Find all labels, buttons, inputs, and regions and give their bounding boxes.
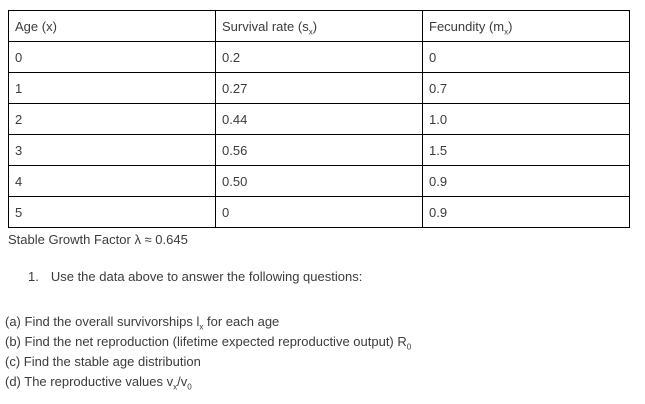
table-body: 0 0.2 0 1 0.27 0.7 2 0.44 1.0 3 0.56 1.5 4 0.50 0.9 5 0 0…: [8, 41, 630, 228]
question-text: Use the data above to answer the followi…: [50, 269, 363, 284]
column-header-survival-rate: Survival rate (sx): [215, 10, 423, 42]
text-run: Survival rate (s: [222, 18, 309, 34]
cell-survival-rate: 0.56: [215, 134, 423, 166]
cell-age: 3: [8, 134, 216, 166]
cell-survival-rate: 0.44: [215, 103, 423, 135]
subscript: 0: [187, 382, 192, 392]
cell-fecundity: 0.9: [422, 196, 630, 228]
subquestion: (a) Find the overall survivorships lx fo…: [5, 312, 645, 332]
cell-fecundity: 0.7: [422, 72, 630, 104]
cell-age: 5: [8, 196, 216, 228]
table-row: 3 0.56 1.5: [8, 134, 630, 166]
subscript: 0: [406, 342, 412, 352]
table-head: Age (x) Survival rate (sx) Fecundity (mx): [8, 10, 630, 42]
column-header-fecundity: Fecundity (mx): [422, 10, 630, 42]
cell-age: 4: [8, 165, 216, 197]
text-run: for each age: [203, 314, 280, 329]
life-history-table: Age (x) Survival rate (sx) Fecundity (mx) …: [8, 10, 630, 228]
subscript: x: [504, 27, 509, 37]
cell-fecundity: 1.0: [422, 103, 630, 135]
document-page: Age (x) Survival rate (sx) Fecundity (mx) …: [0, 10, 645, 404]
table-row: 1 0.27 0.7: [8, 72, 630, 104]
cell-survival-rate: 0.50: [215, 165, 423, 197]
column-header-age: Age (x): [8, 10, 216, 42]
stable-growth-factor-text: Stable Growth Factor λ ≈ 0.645: [8, 232, 645, 248]
text-run: Fecundity (m: [429, 18, 505, 34]
text-run: Stable Growth Factor λ ≈ 0.645: [8, 232, 188, 247]
subquestion: (c) Find the stable age distribution: [5, 352, 645, 372]
subquestions-list: (a) Find the overall survivorships lx fo…: [5, 312, 645, 392]
text-run: ): [312, 18, 318, 34]
cell-survival-rate: 0: [215, 196, 423, 228]
table-row: 5 0 0.9: [8, 196, 630, 228]
subquestion: (d) The reproductive values vx/v0: [5, 372, 645, 392]
cell-fecundity: 1.5: [422, 134, 630, 166]
table-row: 2 0.44 1.0: [8, 103, 630, 135]
cell-fecundity: 0.9: [422, 165, 630, 197]
text-run: ): [508, 18, 513, 34]
cell-age: 0: [8, 41, 216, 73]
text-run: Age (x): [15, 18, 57, 34]
cell-fecundity: 0: [422, 41, 630, 73]
table-header-row: Age (x) Survival rate (sx) Fecundity (mx): [8, 10, 630, 42]
text-run: /v: [177, 374, 188, 389]
cell-age: 2: [8, 103, 216, 135]
table-row: 4 0.50 0.9: [8, 165, 630, 197]
cell-survival-rate: 0.27: [215, 72, 423, 104]
cell-age: 1: [8, 72, 216, 104]
question-1: 1. Use the data above to answer the follo…: [28, 269, 645, 285]
text-run: (c) Find the stable age distribution: [5, 354, 201, 369]
question-number: 1.: [28, 269, 39, 284]
text-run: (d) The reproductive values v: [5, 374, 174, 389]
subquestion: (b) Find the net reproduction (lifetime …: [5, 332, 645, 352]
table-row: 0 0.2 0: [8, 41, 630, 73]
cell-survival-rate: 0.2: [215, 41, 423, 73]
text-run: (b) Find the net reproduction (lifetime …: [5, 334, 407, 349]
subscript: x: [308, 27, 313, 37]
text-run: (a) Find the overall survivorships l: [5, 314, 200, 329]
subscript: x: [199, 322, 204, 332]
subscript: x: [173, 382, 178, 392]
